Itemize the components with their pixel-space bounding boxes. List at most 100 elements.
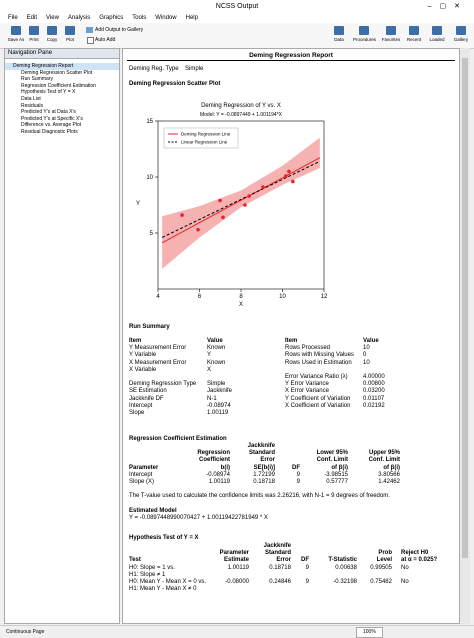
report-text: X Measurement Error xyxy=(129,359,187,366)
table-cell: 0.00638 xyxy=(335,564,357,571)
table-cell: H1: Slope ≠ 1 xyxy=(129,571,166,578)
tool-button[interactable]: Copy xyxy=(41,23,63,42)
header-cell: DF xyxy=(275,443,300,472)
menu-item[interactable]: Analysis xyxy=(67,15,91,21)
menu-item[interactable]: View xyxy=(46,15,59,21)
nav-item[interactable]: Difference vs. Average Plot xyxy=(21,122,82,129)
table-row: Slope (X) 1.00119 0.18718 9 0.57777 1.42462 xyxy=(129,479,400,486)
data-point xyxy=(180,213,184,217)
window-controls[interactable]: –▢✕ xyxy=(427,3,468,10)
header-text: Parameter xyxy=(219,550,249,557)
menu-bar: File Edit View Analysis Graphics Tools Window H… xyxy=(0,14,474,23)
tool-label: Copy xyxy=(46,37,58,42)
table-row: H1: Slope ≠ 1 xyxy=(129,572,451,579)
nav-item[interactable]: Data List xyxy=(21,95,41,102)
table-cell: 0.57777 xyxy=(326,479,348,486)
table-row: H0: Mean Y - Mean X = 0 vs. -0.08000 0.248… xyxy=(129,579,451,586)
nav-item[interactable]: Deming Regression Scatter Plot xyxy=(21,69,93,76)
report-text: Error Variance Ratio (λ) xyxy=(285,374,348,380)
header-cell: Upper 95% Conf. Limit of β(i) xyxy=(348,443,400,472)
tool-label: Gallery xyxy=(453,37,469,42)
menu-item[interactable]: Tools xyxy=(132,15,147,21)
report-text: Estimated Model xyxy=(129,508,177,514)
report-text: Item xyxy=(285,338,298,344)
table-cell: -0.08000 xyxy=(225,579,249,586)
table-cell: 3.80566 xyxy=(378,471,400,478)
checkbox[interactable] xyxy=(87,37,94,44)
add-gallery[interactable]: Add Output to Gallery xyxy=(95,27,144,33)
scatter-plot: Deming Regression of Y vs. X Model: Y = -… xyxy=(136,103,328,308)
report-text: Item xyxy=(129,338,142,344)
report-text: Known xyxy=(207,345,226,352)
x-tick-label: 4 xyxy=(156,294,160,300)
report-text: Y Error Variance xyxy=(285,381,329,388)
nav-item[interactable]: Predicted Y's at Specific X's xyxy=(21,115,83,122)
menu-item[interactable]: Graphics xyxy=(99,15,124,21)
auto-add[interactable]: Auto Add xyxy=(95,37,116,43)
confidence-band xyxy=(162,137,320,269)
tool-icon xyxy=(47,26,57,35)
tool-label: Loaded xyxy=(429,37,445,42)
tool-button[interactable]: Plot xyxy=(59,23,81,42)
header-text: at α = 0.025? xyxy=(401,557,438,564)
table-row: H1: Mean Y - Mean X ≠ 0 xyxy=(129,586,451,593)
report-text: Rows with Missing Values xyxy=(285,352,354,359)
table-cell: 1.00119 xyxy=(227,564,249,571)
nav-item[interactable]: Regression Coefficient Estimation xyxy=(21,82,96,89)
tool-label: Procedures xyxy=(353,37,377,42)
report-text: X Error Variance xyxy=(285,388,329,395)
header-text: Error xyxy=(260,457,275,464)
nav-item[interactable]: Residual Diagnostic Plots xyxy=(21,128,78,135)
header-text: of β(i) xyxy=(331,464,348,471)
table-cell: 0.18718 xyxy=(269,564,291,571)
header-cell: Prob Level xyxy=(357,543,392,565)
report-text: 4.00000 xyxy=(363,374,385,380)
tool-icon xyxy=(386,26,396,35)
table-cell: 9 xyxy=(305,564,309,571)
nav-item[interactable]: Predicted Y's at Data X's xyxy=(21,109,76,116)
nav-root[interactable]: Deming Regression Report xyxy=(5,63,119,70)
tool-button[interactable]: Favorites xyxy=(380,23,402,42)
tool-button[interactable]: Recent xyxy=(403,23,425,42)
header-text: Prob xyxy=(378,550,392,557)
table-cell: 0.75482 xyxy=(370,579,392,586)
menu-item[interactable]: Edit xyxy=(26,15,38,21)
plot-subtitle: Model: Y = -0.0897449 + 1.001194*X xyxy=(200,112,283,118)
scrollbar[interactable] xyxy=(460,48,470,624)
tool-icon xyxy=(432,26,442,35)
nav-item[interactable]: Hypothesis Test of Y = X xyxy=(21,89,76,96)
tool-button[interactable]: Print xyxy=(23,23,45,42)
header-text: Upper 95% xyxy=(368,450,400,457)
menu-item[interactable]: File xyxy=(8,15,18,21)
tool-icon xyxy=(334,26,344,35)
tool-button[interactable]: Data xyxy=(328,23,350,42)
report-text: 0.00800 xyxy=(363,381,385,388)
table-cell: 1.00119 xyxy=(208,479,230,486)
toolbar: Add Output to Gallery Auto Add Save As Pr… xyxy=(0,23,474,49)
report-text: 0.01107 xyxy=(363,395,385,402)
x-tick-label: 10 xyxy=(279,294,286,300)
y-tick-label: 15 xyxy=(146,119,153,125)
report-text: Jackknife xyxy=(207,388,233,395)
tool-button[interactable]: Loaded xyxy=(426,23,448,42)
report-text: Value xyxy=(363,338,379,344)
nav-item[interactable]: Run Summary xyxy=(21,76,53,83)
scroll-thumb[interactable] xyxy=(462,58,468,558)
tool-button[interactable]: Save As xyxy=(5,23,27,42)
menu-item[interactable]: Help xyxy=(185,15,198,21)
table-cell: No xyxy=(401,564,409,571)
nav-item[interactable]: Residuals xyxy=(21,102,43,109)
menu-item[interactable]: Window xyxy=(155,15,177,21)
table-cell: -0.08974 xyxy=(206,471,230,478)
data-point xyxy=(261,185,265,189)
report-text: Y xyxy=(207,352,212,359)
zoom[interactable]: 100% xyxy=(356,627,383,638)
tool-label: Plot xyxy=(66,37,74,42)
regression-line xyxy=(161,160,321,238)
tool-button[interactable]: Gallery xyxy=(450,23,472,42)
tool-button[interactable]: Procedures xyxy=(353,23,377,42)
tool-icon xyxy=(11,26,21,35)
legend-label: Linear Regression Line xyxy=(181,140,228,145)
report-text: Deming Regression Report xyxy=(249,52,333,59)
data-point xyxy=(284,174,288,178)
